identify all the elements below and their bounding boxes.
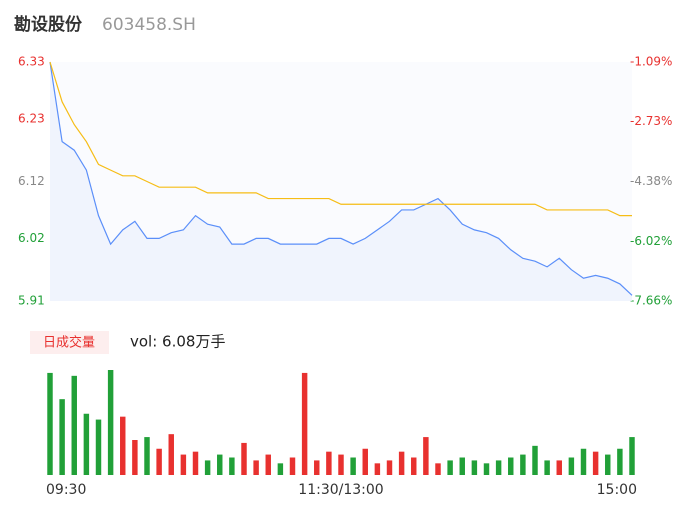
volume-bar [459, 457, 465, 475]
volume-bar [83, 413, 90, 475]
x-tick-label: 11:30/13:00 [298, 482, 383, 498]
volume-bar [617, 448, 623, 475]
volume-bar [471, 460, 478, 475]
y-tick-label: 6.33 [18, 55, 45, 69]
y2-tick-label: -4.38% [630, 174, 672, 188]
volume-bar [532, 445, 538, 475]
y2-tick-label: -1.09% [630, 55, 672, 69]
volume-bar [47, 372, 53, 475]
volume-bar [374, 463, 381, 475]
price-area [50, 62, 632, 301]
volume-bar [447, 460, 453, 475]
chart-title: 勘设股份 [14, 14, 83, 35]
volume-bar [95, 419, 102, 475]
volume-label-bg [30, 331, 109, 354]
volume-bar [495, 460, 502, 475]
y2-tick-label: -7.66% [630, 294, 672, 308]
volume-bar [411, 457, 417, 475]
volume-label: 日成交量 [43, 335, 95, 351]
volume-bar [144, 437, 150, 475]
y-tick-label: 6.02 [18, 231, 45, 245]
volume-bar [423, 437, 429, 475]
volume-bar [326, 451, 332, 475]
volume-bar [605, 454, 611, 475]
volume-bar [544, 460, 550, 475]
volume-bar [71, 375, 77, 475]
volume-bar [592, 451, 599, 475]
volume-bar [483, 463, 490, 475]
volume-bar [120, 416, 126, 475]
volume-bar [398, 451, 405, 475]
volume-bar [386, 460, 393, 475]
volume-bar [362, 448, 368, 475]
volume-bar [556, 460, 562, 475]
volume-bar [107, 370, 114, 475]
volume-bar [338, 454, 344, 475]
y-tick-label: 6.12 [18, 174, 45, 188]
volume-bar [132, 440, 138, 475]
y-tick-label: 6.23 [18, 111, 45, 125]
volume-bar [289, 457, 296, 475]
volume-bar [568, 457, 575, 475]
volume-bar [180, 454, 187, 475]
chart-subtitle: 603458.SH [102, 15, 196, 35]
volume-bar [350, 457, 356, 475]
volume-bar [253, 460, 259, 475]
price-line [49, 61, 633, 296]
volume-bar [217, 454, 223, 475]
volume-bar [59, 399, 65, 475]
y-tick-label: 5.91 [18, 294, 45, 308]
volume-bar [192, 451, 199, 475]
volume-bar [229, 457, 235, 475]
volume-bar [301, 372, 308, 475]
volume-summary: vol: 6.08万手 [130, 333, 225, 351]
volume-bar [629, 437, 635, 475]
volume-bar [580, 448, 587, 475]
volume-bar [168, 434, 174, 475]
average-line [49, 61, 632, 217]
y2-tick-label: -2.73% [630, 114, 672, 128]
volume-bar [277, 463, 284, 475]
x-tick-label: 09:30 [46, 482, 86, 498]
volume-bar [241, 442, 247, 475]
x-tick-label: 15:00 [597, 482, 637, 498]
volume-bar [265, 454, 271, 475]
volume-bar [204, 460, 211, 475]
volume-bar [314, 460, 320, 475]
volume-bar [435, 463, 441, 475]
volume-bar [520, 454, 526, 475]
y2-tick-label: -6.02% [630, 234, 672, 248]
volume-bar [156, 448, 162, 475]
volume-bar [508, 457, 514, 475]
